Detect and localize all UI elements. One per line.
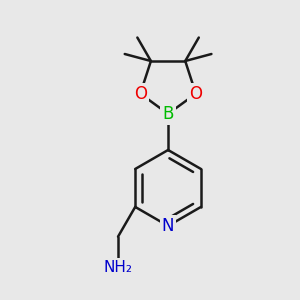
Text: O: O [134,85,147,103]
Text: O: O [189,85,203,103]
Text: B: B [162,105,174,123]
Text: N: N [162,217,174,235]
Text: NH₂: NH₂ [103,260,133,275]
